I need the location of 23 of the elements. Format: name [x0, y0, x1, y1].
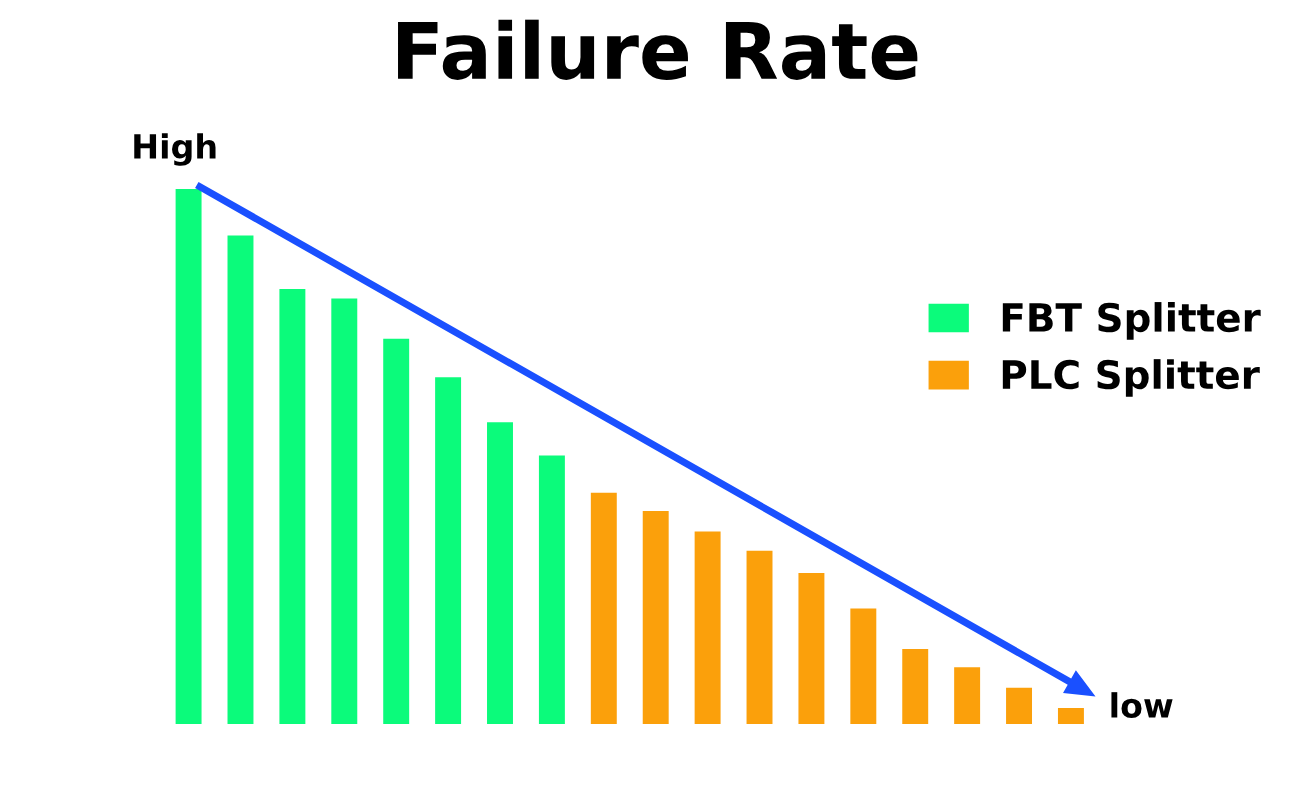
- bar: [954, 667, 981, 725]
- bar: [487, 422, 513, 725]
- bar: [1006, 687, 1033, 725]
- bar: [435, 377, 462, 725]
- bar: [902, 649, 929, 725]
- chart-title: Failure Rate: [398, 19, 918, 80]
- bar: [694, 531, 721, 725]
- bar: [1057, 707, 1084, 725]
- text: low: [1111, 692, 1173, 718]
- bar: [331, 298, 358, 725]
- bar: [798, 573, 825, 725]
- text: High: [134, 133, 216, 166]
- bar: [642, 511, 669, 725]
- bar: [383, 338, 410, 725]
- bar: [175, 188, 202, 725]
- bar: [746, 550, 773, 725]
- bar: [538, 455, 565, 725]
- bar: [279, 288, 306, 725]
- bar: [227, 235, 254, 725]
- bar: [850, 608, 877, 725]
- bar: [590, 492, 617, 725]
- legend-label: PLC Splitter: [1002, 359, 1260, 397]
- legend-label: FBT Splitter: [1002, 302, 1261, 340]
